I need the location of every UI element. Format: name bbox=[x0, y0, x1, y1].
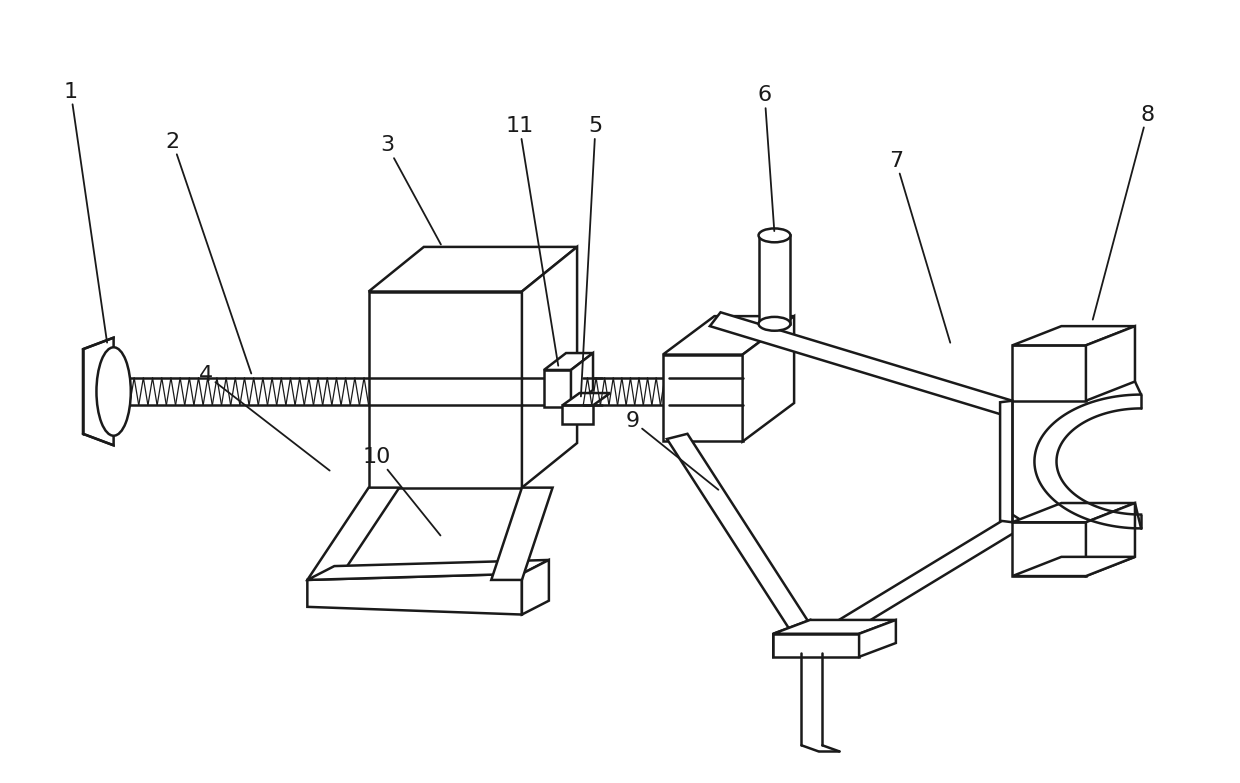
Ellipse shape bbox=[759, 229, 790, 242]
Polygon shape bbox=[308, 574, 522, 615]
Polygon shape bbox=[859, 620, 895, 657]
Text: 8: 8 bbox=[1092, 105, 1154, 319]
Polygon shape bbox=[774, 620, 895, 633]
Polygon shape bbox=[308, 560, 549, 580]
Polygon shape bbox=[522, 560, 549, 615]
Polygon shape bbox=[709, 312, 1012, 414]
Polygon shape bbox=[774, 620, 810, 657]
Polygon shape bbox=[544, 353, 593, 370]
Polygon shape bbox=[368, 247, 577, 291]
Text: 6: 6 bbox=[758, 85, 774, 231]
Polygon shape bbox=[759, 236, 790, 324]
Text: 10: 10 bbox=[363, 447, 440, 536]
Polygon shape bbox=[368, 291, 522, 488]
Polygon shape bbox=[743, 316, 794, 442]
Polygon shape bbox=[491, 488, 553, 580]
Polygon shape bbox=[83, 337, 114, 446]
Polygon shape bbox=[1012, 503, 1135, 522]
Polygon shape bbox=[1086, 503, 1135, 576]
Ellipse shape bbox=[759, 317, 790, 330]
Text: 9: 9 bbox=[625, 411, 718, 489]
Polygon shape bbox=[1086, 327, 1135, 401]
Polygon shape bbox=[663, 355, 743, 442]
Text: 5: 5 bbox=[580, 116, 603, 396]
Polygon shape bbox=[1012, 522, 1086, 576]
Polygon shape bbox=[308, 488, 399, 580]
Text: 1: 1 bbox=[63, 81, 107, 343]
Polygon shape bbox=[563, 393, 610, 406]
Polygon shape bbox=[544, 370, 570, 407]
Polygon shape bbox=[1012, 345, 1086, 401]
Polygon shape bbox=[570, 353, 593, 407]
Polygon shape bbox=[663, 316, 794, 355]
Polygon shape bbox=[816, 514, 1028, 644]
Text: 11: 11 bbox=[506, 116, 558, 366]
Polygon shape bbox=[522, 247, 577, 488]
Ellipse shape bbox=[97, 348, 130, 435]
Polygon shape bbox=[774, 633, 859, 657]
Text: 2: 2 bbox=[165, 132, 252, 373]
Polygon shape bbox=[667, 434, 816, 639]
Text: 3: 3 bbox=[379, 135, 441, 244]
Polygon shape bbox=[1012, 557, 1135, 576]
Polygon shape bbox=[1012, 327, 1135, 345]
Text: 7: 7 bbox=[889, 151, 950, 343]
Text: 4: 4 bbox=[198, 365, 330, 471]
Polygon shape bbox=[563, 406, 593, 424]
Polygon shape bbox=[1001, 401, 1012, 522]
